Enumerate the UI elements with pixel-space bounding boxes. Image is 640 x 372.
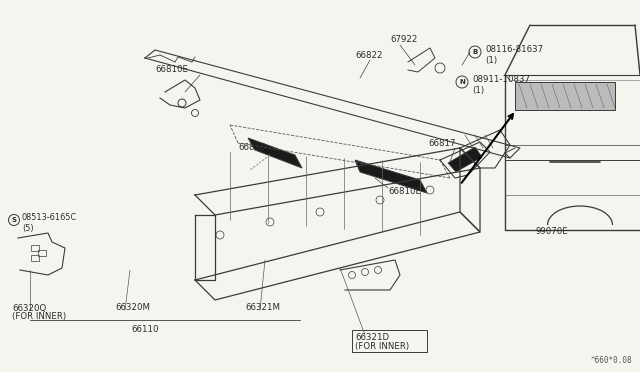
Text: 66822: 66822	[355, 51, 383, 60]
Text: ^660*0.08: ^660*0.08	[590, 356, 632, 365]
Bar	[31, 255, 39, 261]
Bar	[515, 82, 615, 110]
Polygon shape	[355, 160, 427, 193]
Text: 66816: 66816	[238, 144, 266, 153]
Text: (FOR INNER): (FOR INNER)	[355, 343, 409, 352]
Bar	[352, 330, 427, 352]
Text: N: N	[459, 79, 465, 85]
Text: 08911-10837: 08911-10837	[472, 76, 530, 84]
Text: 66810E: 66810E	[388, 187, 421, 196]
Text: (1): (1)	[472, 86, 484, 94]
Bar	[31, 245, 39, 251]
Text: 66817: 66817	[428, 138, 456, 148]
Text: 67922: 67922	[390, 35, 417, 45]
Text: 66321D: 66321D	[355, 334, 389, 343]
Text: B: B	[472, 49, 477, 55]
Text: 66320Q: 66320Q	[12, 304, 46, 312]
Polygon shape	[248, 138, 302, 168]
Bar	[38, 250, 46, 256]
Text: 08513-6165C: 08513-6165C	[22, 214, 77, 222]
Text: (5): (5)	[22, 224, 34, 232]
Text: S: S	[12, 217, 17, 223]
Text: 66321M: 66321M	[245, 304, 280, 312]
Text: 66810E: 66810E	[155, 65, 188, 74]
Text: 66110: 66110	[131, 326, 159, 334]
Text: 08116-81637: 08116-81637	[485, 45, 543, 55]
Text: (1): (1)	[485, 55, 497, 64]
Polygon shape	[448, 147, 482, 172]
Text: 66320M: 66320M	[115, 304, 150, 312]
Text: 99070E: 99070E	[535, 228, 568, 237]
Text: (FOR INNER): (FOR INNER)	[12, 312, 66, 321]
